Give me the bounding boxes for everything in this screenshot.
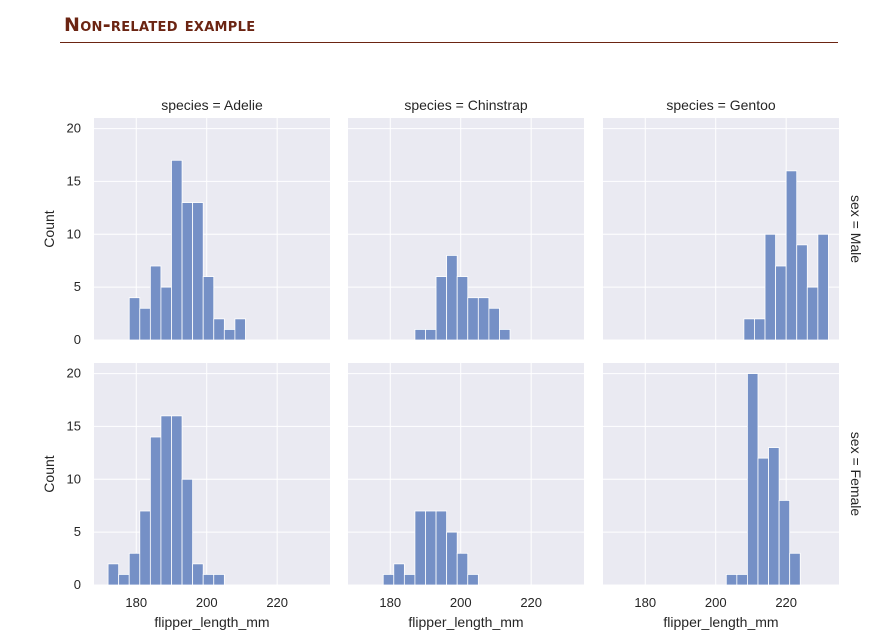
histogram-bar (128, 297, 141, 341)
histogram-bar (796, 244, 808, 341)
x-tick-label: 200 (450, 595, 472, 610)
x-tick-label: 220 (775, 595, 797, 610)
histogram-bar (425, 510, 437, 586)
histogram-bar (160, 286, 172, 341)
histogram-bar (181, 202, 194, 341)
y-tick-label: 15 (67, 173, 81, 188)
y-tick-label: 5 (74, 524, 81, 539)
histogram-bar (775, 265, 787, 341)
histogram-bar (757, 457, 769, 586)
x-tick-label: 220 (266, 595, 288, 610)
x-tick-label: 180 (125, 595, 147, 610)
histogram-bar (456, 276, 469, 341)
x-tick-label: 200 (705, 595, 727, 610)
y-axis-label: Count (41, 210, 57, 247)
y-tick-label: 0 (74, 332, 81, 347)
histogram-bar (446, 531, 458, 586)
y-axis-label: Count (41, 455, 57, 492)
histogram-bar (789, 552, 801, 586)
histogram-bar (467, 574, 479, 586)
histogram-bar (160, 415, 172, 586)
histogram-bar (785, 170, 798, 341)
y-tick-label: 0 (74, 577, 81, 592)
histogram-bar (213, 318, 225, 341)
panel-background (94, 363, 330, 585)
histogram-bar (477, 297, 490, 341)
column-facet-title: species = Gentoo (666, 97, 776, 113)
histogram-bar (736, 574, 748, 586)
histogram-bar (488, 307, 500, 341)
histogram-bar (778, 500, 791, 586)
column-facet-title: species = Adelie (161, 97, 263, 113)
x-axis-label: flipper_length_mm (663, 614, 778, 630)
y-tick-label: 5 (74, 279, 81, 294)
histogram-bar (446, 255, 458, 341)
histogram-bar (192, 563, 204, 586)
histogram-bar (171, 159, 183, 341)
histogram-bar (223, 329, 236, 341)
histogram-bar (456, 552, 469, 586)
histogram-bar (149, 265, 162, 341)
histogram-bar (139, 510, 151, 586)
histogram-bar (414, 329, 426, 341)
y-tick-label: 10 (67, 471, 81, 486)
histogram-bar (393, 563, 405, 586)
y-tick-label: 15 (67, 418, 81, 433)
histogram-bar (403, 574, 416, 586)
histogram-bar (202, 574, 215, 586)
histogram-bar (213, 574, 225, 586)
y-tick-label: 20 (67, 121, 81, 136)
panel-background (603, 363, 839, 585)
histogram-bar (435, 510, 448, 586)
x-tick-label: 200 (196, 595, 218, 610)
histogram-bar (499, 329, 511, 341)
histogram-bar (754, 318, 766, 341)
y-tick-label: 20 (67, 366, 81, 381)
histogram-bar (202, 276, 215, 341)
histogram-bar (414, 510, 426, 586)
x-axis-label: flipper_length_mm (408, 614, 523, 630)
histogram-bar (467, 297, 479, 341)
histogram-bar (435, 276, 448, 341)
histogram-bar (806, 286, 819, 341)
panel-background (348, 363, 584, 585)
histogram-bar (171, 415, 183, 586)
histogram-bar (139, 307, 151, 341)
histogram-bar (192, 202, 204, 341)
row-facet-title: sex = Female (848, 432, 864, 517)
histogram-bar (118, 574, 130, 586)
histogram-bar (743, 318, 755, 341)
histogram-bar (817, 233, 829, 341)
histogram-bar (107, 563, 120, 586)
x-tick-label: 220 (520, 595, 542, 610)
slide-heading: Non-related example (64, 14, 256, 36)
histogram-bar (747, 373, 759, 586)
x-tick-label: 180 (379, 595, 401, 610)
histogram-bar (425, 329, 437, 341)
histogram-bar (764, 233, 776, 341)
row-facet-title: sex = Male (848, 195, 864, 263)
histogram-bar (382, 574, 395, 586)
histogram-bar (149, 436, 162, 586)
histogram-bar (128, 552, 141, 586)
heading-divider (60, 42, 838, 43)
x-axis-label: flipper_length_mm (154, 614, 269, 630)
x-tick-label: 180 (634, 595, 656, 610)
histogram-bar (768, 447, 780, 586)
histogram-bar (234, 318, 246, 341)
histogram-bar (181, 478, 194, 586)
column-facet-title: species = Chinstrap (404, 97, 528, 113)
histogram-bar (725, 574, 738, 586)
y-tick-label: 10 (67, 226, 81, 241)
